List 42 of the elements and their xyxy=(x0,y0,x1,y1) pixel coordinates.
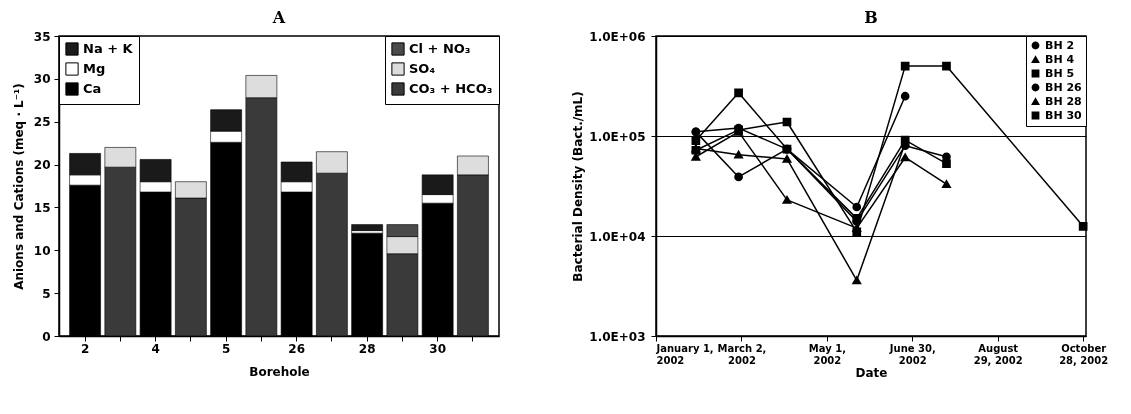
legend-label: BH 4 xyxy=(1045,52,1075,66)
legend-label: BH 26 xyxy=(1045,80,1083,94)
x-tick-label: March 2, 2002 xyxy=(717,342,767,366)
x-tick-label: 26 xyxy=(288,341,305,356)
x-tick-label: January 1, 2002 xyxy=(655,342,714,366)
y-tick-label: 15 xyxy=(33,200,51,215)
x-tick-label: 2 xyxy=(80,341,90,356)
x-tick-label: 30 xyxy=(429,341,447,356)
legend-label: BH 5 xyxy=(1045,66,1075,80)
legend-label: BH 28 xyxy=(1045,94,1082,108)
x-tick-label: October 28, 2002 xyxy=(1059,342,1109,366)
x-tick-label: May 1, 2002 xyxy=(808,342,846,366)
chart-title: A xyxy=(271,8,286,27)
x-tick-label: August 29, 2002 xyxy=(973,342,1023,366)
x-axis-title: Date xyxy=(855,365,888,380)
x-axis-title: Borehole xyxy=(249,364,310,379)
y-tick-label: 10 xyxy=(33,243,51,258)
y-tick-label: 0 xyxy=(42,329,51,344)
y-tick-label: 1.0E+03 xyxy=(589,329,646,344)
y-tick-label: 30 xyxy=(33,72,51,87)
legend-label: Na + K xyxy=(83,41,134,56)
y-tick-label: 25 xyxy=(33,115,51,130)
legend-label: Ca xyxy=(83,81,102,96)
y-tick-label: 1.0E+06 xyxy=(589,29,646,44)
y-tick-label: 35 xyxy=(33,29,51,44)
y-tick-label: 20 xyxy=(33,158,51,173)
y-tick-label: 1.0E+05 xyxy=(589,129,646,144)
legend-label: SO₄ xyxy=(409,61,436,76)
legend-label: CO₃ + HCO₃ xyxy=(409,81,493,96)
x-tick-label: June 30, 2002 xyxy=(888,342,936,366)
legend-label: BH 30 xyxy=(1045,108,1083,122)
legend-label: Cl + NO₃ xyxy=(409,41,471,56)
x-tick-label: 5 xyxy=(221,341,231,356)
x-tick-label: 28 xyxy=(358,341,376,356)
y-tick-label: 1.0E+04 xyxy=(589,229,646,244)
y-axis-title: Bacterial Density (Bact./mL) xyxy=(571,91,586,282)
y-tick-label: 5 xyxy=(42,286,51,301)
chart-title: B xyxy=(864,8,878,27)
legend-label: Mg xyxy=(83,61,106,76)
x-tick-label: 4 xyxy=(151,341,160,356)
y-axis-title: Anions and Cations (meq · L⁻¹) xyxy=(11,83,26,290)
legend-label: BH 2 xyxy=(1045,38,1075,52)
